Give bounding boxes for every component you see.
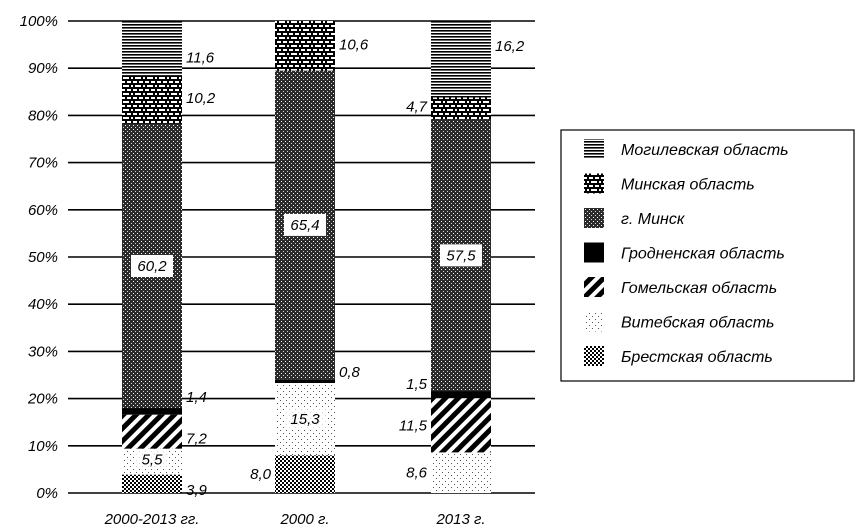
data-label: 1,5	[406, 376, 428, 393]
y-tick-label: 30%	[28, 343, 58, 360]
data-label-box	[131, 254, 173, 277]
data-label-box	[284, 213, 326, 236]
y-tick-label: 70%	[28, 155, 58, 172]
bar-segment	[122, 408, 182, 415]
bar-segment	[275, 20, 335, 71]
legend-swatch	[584, 139, 604, 159]
legend-label: Брестская область	[621, 349, 773, 366]
x-category-label: 2000 г.	[279, 511, 329, 528]
legend-swatch	[584, 311, 604, 332]
bar-segment	[122, 414, 182, 449]
y-tick-label: 0%	[36, 485, 58, 502]
data-label: 7,2	[186, 431, 208, 448]
bar-segment	[431, 452, 491, 493]
data-label: 8,6	[406, 465, 428, 482]
data-label: 16,2	[495, 38, 525, 55]
legend-label: Могилевская область	[621, 142, 789, 159]
legend-label: г. Минск	[621, 211, 686, 228]
bar-segment	[122, 21, 182, 76]
y-tick-label: 20%	[27, 391, 58, 408]
data-label: 10,6	[339, 37, 369, 54]
bar-segment	[122, 75, 182, 124]
y-tick-label: 100%	[20, 13, 58, 30]
data-label: 57,5	[446, 247, 476, 264]
y-tick-label: 40%	[28, 296, 58, 313]
bar-segment	[431, 398, 491, 453]
y-tick-label: 60%	[28, 202, 58, 219]
data-label: 15,3	[290, 411, 320, 428]
bar-segment	[275, 455, 335, 493]
y-axis-ticks: 0% 10% 20% 30% 40% 50% 60% 70% 80% 90% 100%	[20, 13, 58, 502]
data-label: 65,4	[290, 217, 319, 234]
legend-label: Минская область	[621, 177, 755, 194]
legend: Могилевская область Минская область г. Мин…	[560, 129, 855, 382]
x-category-label: 2000-2013 гг.	[104, 511, 200, 528]
x-axis-categories: 2000-2013 гг. 2000 г. 2013 г.	[104, 511, 486, 528]
data-label: 11,6	[186, 49, 215, 66]
data-label: 8,0	[250, 466, 272, 483]
bars	[122, 20, 491, 493]
legend-label: Гродненская область	[621, 246, 785, 263]
data-label: 5,5	[142, 452, 164, 469]
legend-swatch	[584, 242, 604, 263]
bar-segment	[275, 379, 335, 384]
data-label: 1,4	[186, 389, 207, 406]
bar-segment	[431, 97, 491, 120]
bar-segment	[431, 21, 491, 98]
data-label-box	[135, 449, 169, 469]
y-tick-label: 80%	[28, 107, 58, 124]
x-category-label: 2013 г.	[435, 511, 485, 528]
y-tick-label: 90%	[28, 60, 58, 77]
y-tick-label: 50%	[28, 249, 58, 266]
legend-box	[560, 129, 855, 382]
data-label-box	[284, 409, 326, 429]
data-label: 10,2	[186, 90, 216, 107]
legend-swatch	[584, 277, 604, 297]
data-labels: 3,9 5,5 7,2 1,4 60,2 10,2 11,6 8,0 15,3 0,8 65,4 10…	[131, 37, 525, 499]
legend-swatch	[584, 346, 604, 366]
bar-segment	[122, 474, 182, 493]
data-label: 11,5	[399, 417, 428, 434]
data-label: 0,8	[339, 364, 361, 381]
legend-swatch	[584, 173, 604, 194]
data-label: 4,7	[406, 99, 428, 116]
legend-label: Витебская область	[621, 315, 774, 332]
data-label: 60,2	[137, 258, 167, 275]
legend-label: Гомельская область	[621, 280, 777, 297]
data-label: 3,9	[186, 482, 208, 499]
y-tick-label: 10%	[28, 438, 58, 455]
bar-segment	[431, 391, 491, 399]
legend-swatch	[584, 208, 604, 228]
data-label-box	[440, 244, 482, 267]
